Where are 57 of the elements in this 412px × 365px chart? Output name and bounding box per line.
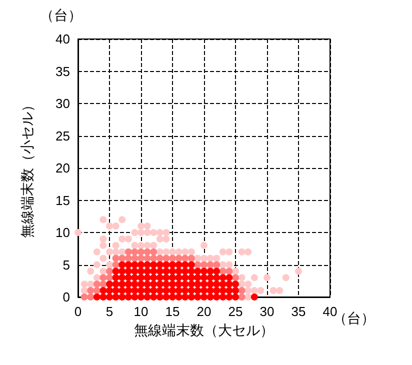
point — [118, 254, 126, 262]
point — [232, 274, 239, 282]
y-tick-label: 15 — [56, 192, 70, 208]
point — [226, 268, 233, 275]
x-tick-label: 30 — [260, 304, 274, 319]
point — [200, 261, 208, 268]
point — [93, 287, 100, 294]
y-tick-label: 10 — [56, 225, 70, 240]
y-tick-label: 25 — [56, 128, 70, 144]
point — [188, 254, 195, 262]
x-tick-label: 25 — [228, 304, 243, 319]
point — [144, 248, 151, 256]
x-tick-label: 5 — [106, 304, 114, 319]
point — [206, 261, 214, 268]
text: （台） — [40, 7, 82, 23]
y-tick-label: 5 — [62, 257, 70, 272]
point — [100, 274, 107, 282]
point — [219, 268, 226, 275]
x-tick-label: 15 — [165, 304, 180, 319]
point — [93, 280, 100, 288]
y-tick-label: 40 — [56, 32, 70, 46]
point — [238, 294, 246, 300]
point — [131, 248, 138, 256]
point — [182, 254, 189, 262]
point — [162, 254, 170, 262]
y-tick-label: 35 — [56, 64, 70, 79]
point — [87, 294, 94, 300]
point — [87, 287, 94, 294]
point — [138, 254, 144, 262]
y-axis-title: 無線端末数（小セル） — [19, 98, 35, 238]
x-tick-label: 10 — [134, 304, 148, 319]
point — [150, 254, 158, 262]
y-tick-label: 0 — [62, 290, 70, 304]
y-tick-label: 30 — [56, 96, 70, 111]
point — [106, 268, 113, 275]
point — [169, 254, 176, 262]
point — [194, 261, 202, 268]
point — [138, 248, 144, 256]
point — [124, 254, 132, 262]
point — [124, 248, 132, 256]
point — [175, 254, 182, 262]
point — [144, 254, 151, 262]
x-tick-label: 0 — [74, 304, 82, 319]
point — [238, 287, 246, 294]
point — [156, 254, 164, 262]
point — [100, 280, 107, 288]
point — [131, 254, 138, 262]
point — [150, 248, 158, 256]
point — [213, 261, 220, 268]
point — [112, 254, 120, 262]
point — [112, 261, 120, 268]
y-tick-label: 20 — [56, 160, 70, 176]
point — [80, 294, 88, 300]
x-axis-title: 無線端末数（大セル） — [134, 322, 274, 338]
point — [106, 274, 113, 282]
x-tick-label: 35 — [291, 304, 306, 319]
x-tick-label: 20 — [196, 304, 212, 319]
